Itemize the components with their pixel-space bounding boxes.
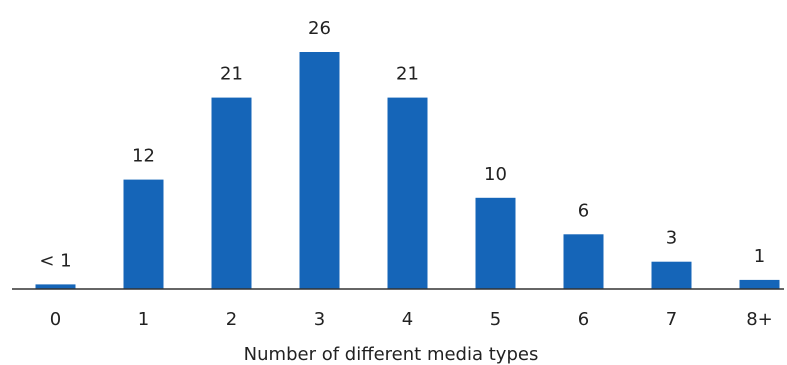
bar-1 — [123, 179, 164, 289]
x-tick-labels-layer: 0 1 2 3 4 5 6 7 8+ — [50, 309, 773, 330]
bar-8+ — [739, 279, 780, 289]
data-label-2: 21 — [220, 64, 243, 85]
data-label-7: 3 — [666, 228, 677, 249]
data-label-5: 10 — [484, 164, 507, 185]
data-labels-layer: < 1 12 21 26 21 10 6 3 1 — [39, 18, 765, 271]
x-tick-label-2: 2 — [226, 309, 237, 330]
x-tick-label-3: 3 — [314, 309, 325, 330]
x-tick-label-4: 4 — [402, 309, 413, 330]
x-tick-label-1: 1 — [138, 309, 149, 330]
bar-3 — [299, 52, 340, 289]
data-label-0: < 1 — [39, 250, 71, 271]
data-label-1: 12 — [132, 146, 155, 167]
x-tick-label-6: 6 — [578, 309, 589, 330]
bar-6 — [563, 234, 604, 289]
data-label-8+: 1 — [754, 246, 765, 267]
x-axis-title: Number of different media types — [244, 344, 539, 365]
x-tick-label-0: 0 — [50, 309, 61, 330]
bar-0 — [35, 284, 76, 289]
data-label-4: 21 — [396, 64, 419, 85]
x-tick-label-5: 5 — [490, 309, 501, 330]
bar-7 — [651, 261, 692, 289]
x-tick-label-7: 7 — [666, 309, 677, 330]
x-tick-label-8+: 8+ — [746, 309, 773, 330]
bars-layer — [35, 52, 780, 289]
data-label-3: 26 — [308, 18, 331, 39]
data-label-6: 6 — [578, 200, 589, 221]
bar-2 — [211, 97, 252, 289]
bar-5 — [475, 197, 516, 289]
bar-4 — [387, 97, 428, 289]
